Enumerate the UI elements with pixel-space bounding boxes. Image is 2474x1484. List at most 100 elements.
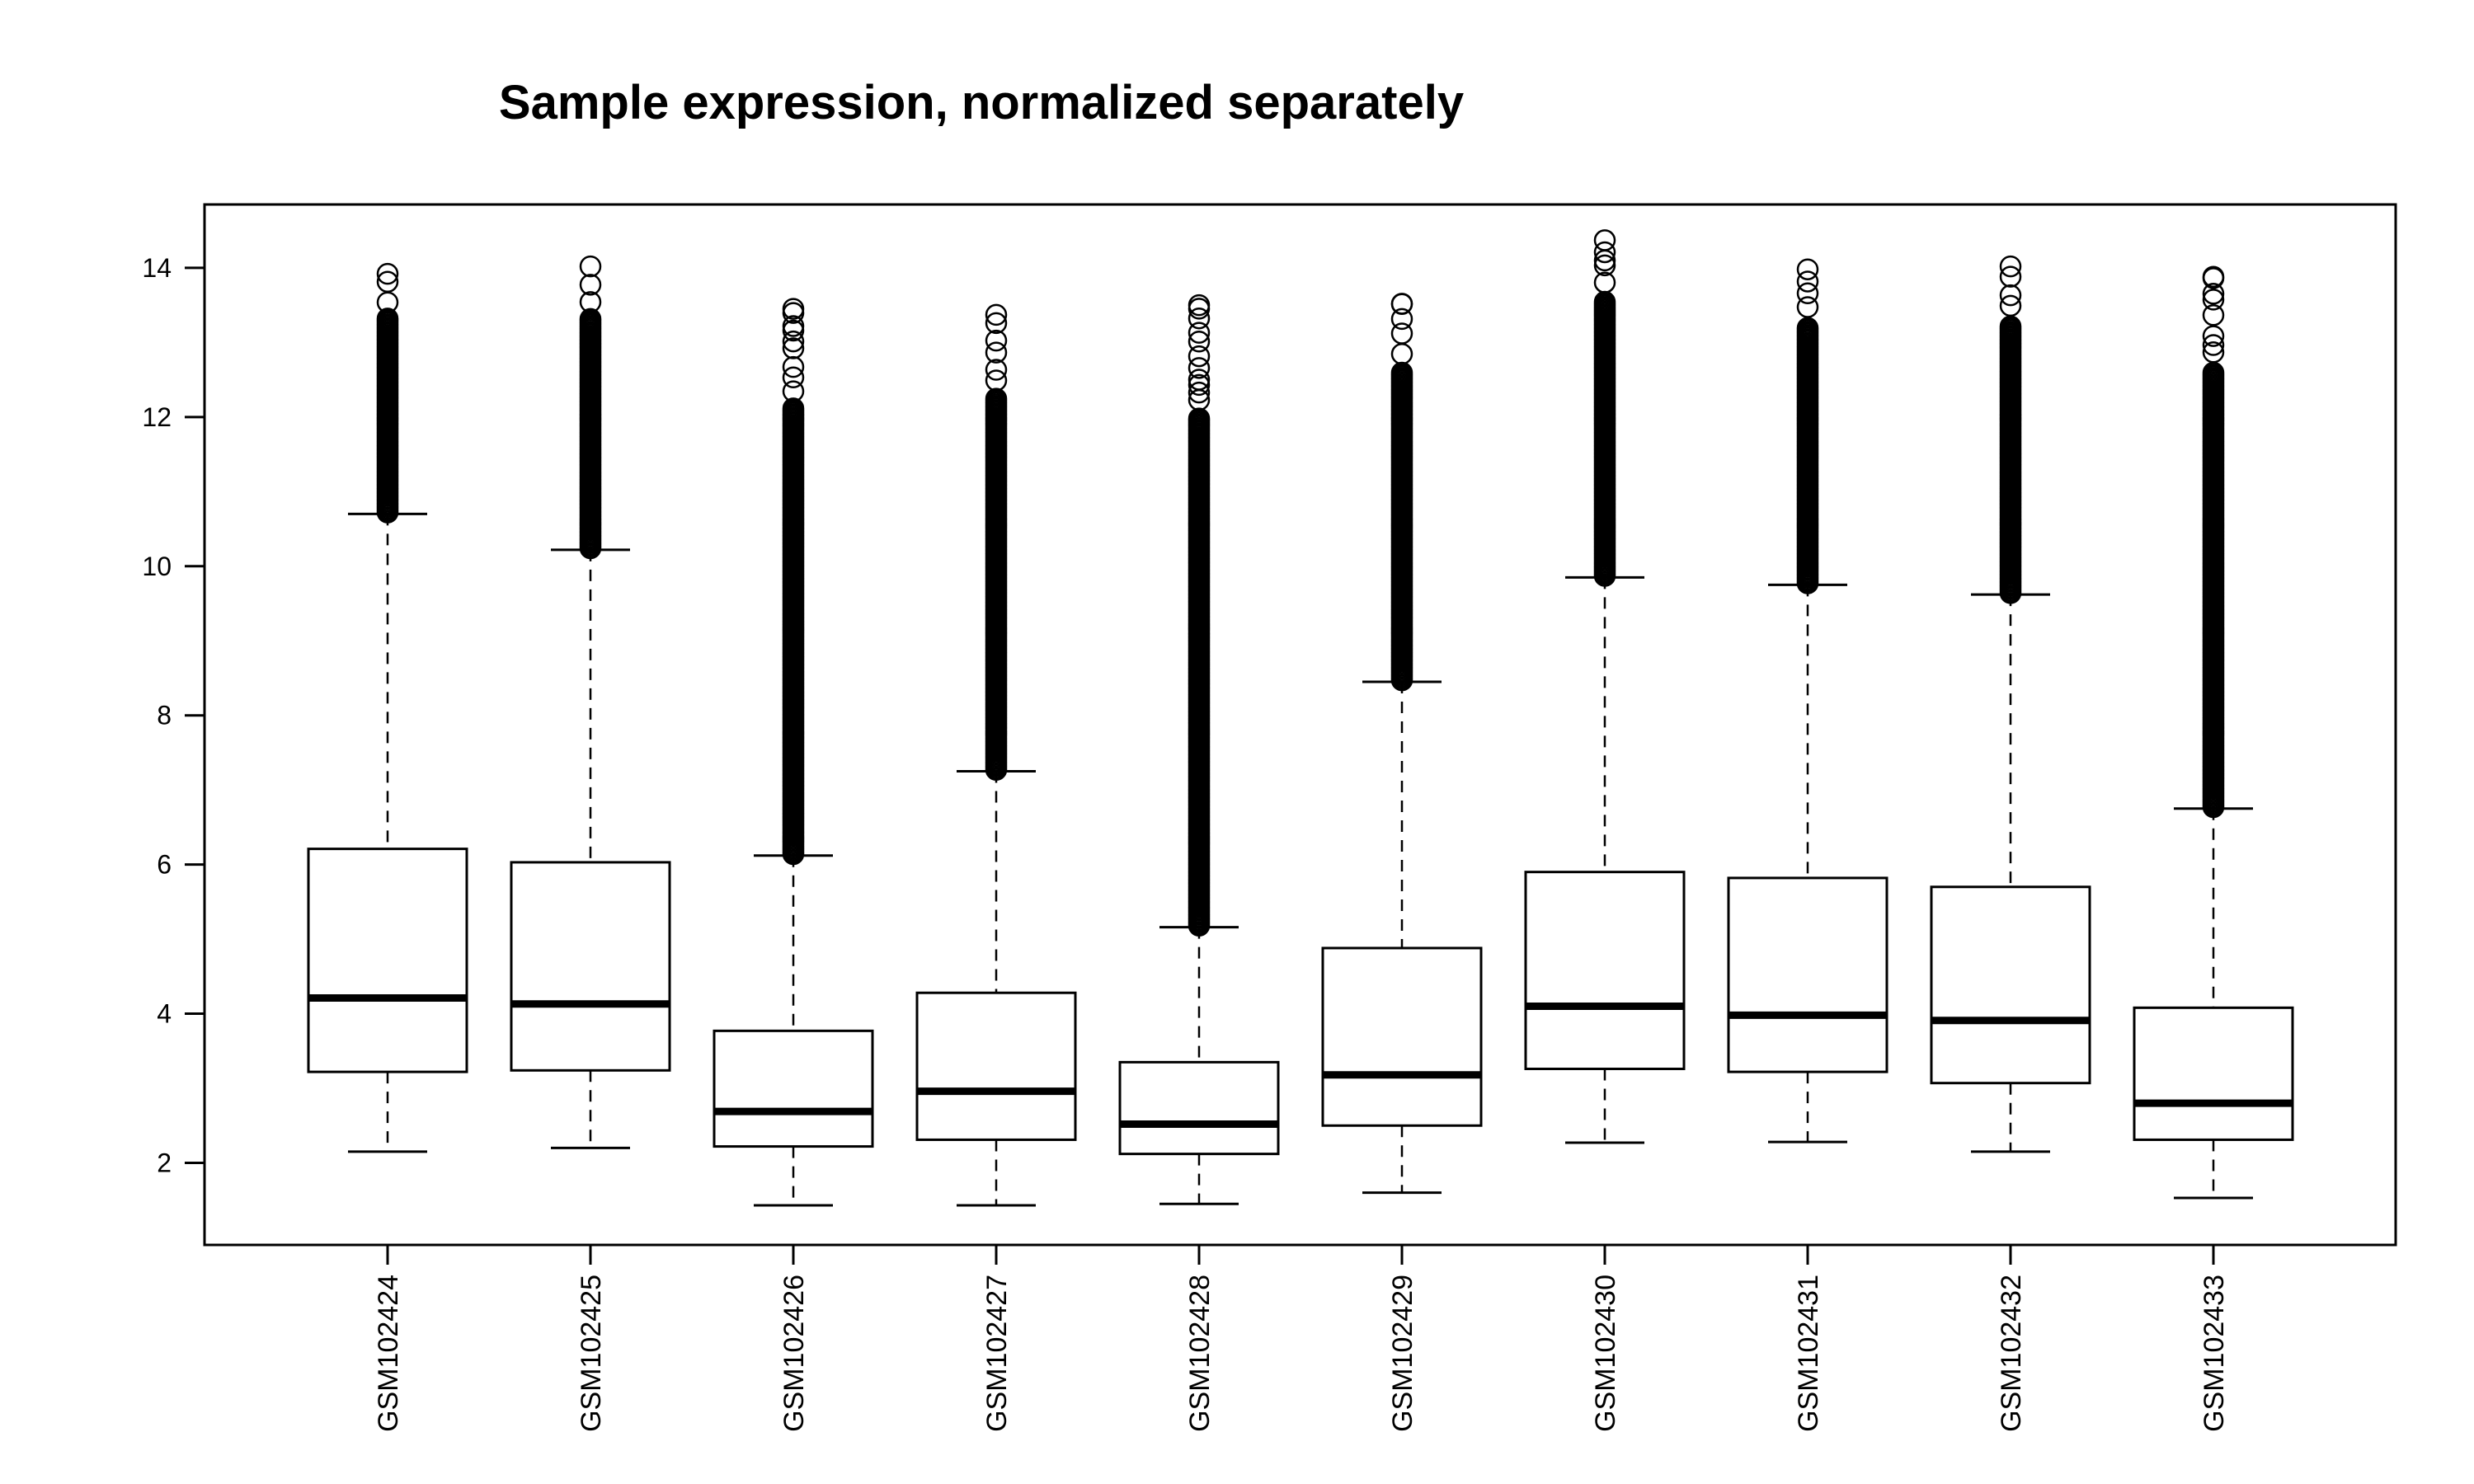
outliers [1796, 258, 1819, 594]
outlier-point [1593, 254, 1616, 277]
outlier-point [782, 397, 805, 420]
outlier-point [985, 359, 1008, 381]
outlier-point [1188, 407, 1211, 430]
outlier-point [1999, 255, 2022, 278]
y-tick-label: 4 [157, 999, 172, 1029]
outlier-point [2202, 341, 2225, 364]
box [1727, 876, 1888, 1073]
x-tick-label: GSM102428 [1184, 1275, 1216, 1432]
y-tick-label: 12 [142, 402, 172, 432]
box [1930, 885, 2091, 1085]
y-tick-label: 8 [157, 701, 172, 730]
box [1321, 946, 1483, 1127]
outlier-point [985, 369, 1008, 392]
outlier-point [985, 387, 1008, 410]
outlier-point [1390, 343, 1413, 365]
box-group: GSM102431 [1727, 258, 1888, 1432]
outliers [985, 303, 1008, 781]
outlier-point [1999, 265, 2022, 288]
plot-frame [203, 203, 2397, 1247]
x-tick-label: GSM102433 [2199, 1275, 2230, 1432]
outlier-point [1188, 369, 1211, 391]
box [2133, 1006, 2294, 1141]
outliers [1188, 294, 1211, 937]
outliers [1390, 293, 1413, 692]
outlier-point [782, 298, 805, 320]
box [915, 991, 1077, 1141]
box-group: GSM102428 [1118, 294, 1280, 1432]
box-group: GSM102433 [2133, 265, 2294, 1432]
chart-title: Sample expression, normalized separately [499, 76, 1464, 129]
outliers [579, 255, 602, 560]
x-tick-label: GSM102427 [981, 1275, 1013, 1432]
box-group: GSM102429 [1321, 293, 1483, 1432]
y-tick-label: 14 [142, 253, 172, 283]
x-tick-label: GSM102431 [1793, 1275, 1824, 1432]
outlier-point [1796, 258, 1819, 280]
outlier-point [1390, 361, 1413, 384]
box-group: GSM102432 [1930, 255, 2091, 1432]
plot-area: 2 4 6 8 10 12 14 GSM102424 GSM102425 GSM102426 GSM… [142, 203, 2397, 1432]
outlier-point [1188, 307, 1211, 330]
outlier-point [2202, 289, 2225, 311]
outlier-point [985, 303, 1008, 326]
outlier-point [579, 308, 602, 331]
x-tick-label: GSM102426 [778, 1275, 810, 1432]
x-tick-label: GSM102424 [373, 1275, 404, 1432]
box-group: GSM102424 [307, 262, 468, 1432]
outlier-point [2202, 283, 2225, 305]
outlier-point [782, 380, 805, 402]
box [1524, 871, 1686, 1071]
x-tick-label: GSM102429 [1387, 1275, 1418, 1432]
outlier-point [579, 255, 602, 278]
outlier-point [1188, 294, 1211, 317]
outlier-point [1390, 308, 1413, 331]
y-tick-label: 10 [142, 552, 172, 581]
box [713, 1029, 874, 1148]
outlier-point [1796, 296, 1819, 318]
outlier-point [1796, 282, 1819, 304]
outlier-point [1390, 293, 1413, 315]
outlier-point [782, 337, 805, 359]
outlier-point [376, 270, 399, 293]
outlier-point [2202, 334, 2225, 356]
box [307, 848, 468, 1073]
box-group: GSM102425 [510, 255, 671, 1432]
outlier-point [1999, 284, 2022, 307]
outlier-point [2202, 265, 2225, 289]
x-tick-label: GSM102430 [1590, 1275, 1621, 1432]
outliers [376, 262, 399, 524]
outlier-point [985, 312, 1008, 335]
outlier-point [1188, 381, 1211, 404]
outlier-point [579, 274, 602, 296]
box-group: GSM102427 [915, 303, 1077, 1432]
outlier-point [1593, 271, 1616, 294]
outlier-point [1999, 294, 2022, 317]
outlier-point [376, 262, 399, 285]
outlier-point [985, 341, 1008, 364]
box-group: GSM102426 [713, 298, 874, 1432]
outlier-point [579, 291, 602, 313]
outlier-point [1390, 322, 1413, 345]
outlier-point [782, 355, 805, 378]
outlier-point [782, 330, 805, 353]
outliers [1999, 255, 2022, 604]
x-tick-label: GSM102425 [576, 1275, 607, 1432]
outlier-point [2202, 304, 2225, 326]
outlier-point [782, 315, 805, 337]
y-tick-label: 6 [157, 850, 172, 880]
outlier-point [782, 366, 805, 388]
outlier-point [1188, 322, 1211, 344]
outlier-point [376, 308, 399, 330]
outlier-point [1796, 270, 1819, 293]
outlier-point [1593, 241, 1616, 264]
outliers [782, 298, 805, 866]
outlier-point [1188, 373, 1211, 397]
box-group: GSM102430 [1524, 229, 1686, 1432]
outlier-point [1593, 229, 1616, 251]
x-tick-label: GSM102432 [1996, 1275, 2027, 1432]
outliers [2202, 265, 2225, 819]
box [510, 861, 671, 1072]
outlier-point [1188, 357, 1211, 379]
